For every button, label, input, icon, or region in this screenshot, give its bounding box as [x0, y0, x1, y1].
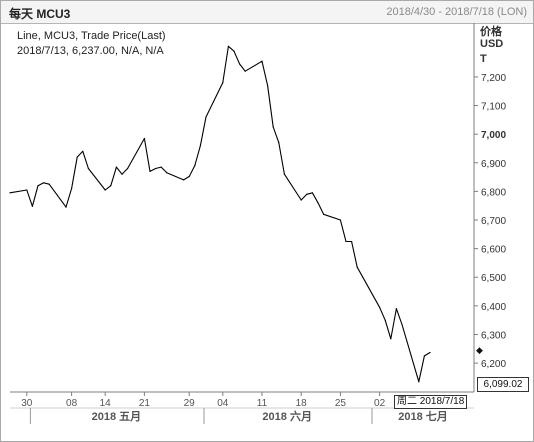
x-tick-label: 08 — [66, 398, 78, 409]
price-point — [356, 266, 358, 268]
price-point — [323, 213, 325, 215]
price-point — [121, 173, 123, 175]
price-point — [418, 381, 420, 383]
price-point — [423, 355, 425, 357]
month-label: 2018 五月 — [92, 410, 142, 423]
y-tick-label: 6,500 — [481, 273, 506, 284]
x-tick-label: 21 — [139, 398, 151, 409]
price-point — [65, 206, 67, 208]
y-tick-label: 7,100 — [481, 102, 506, 113]
price-point — [311, 192, 313, 194]
price-point — [222, 82, 224, 84]
price-point — [37, 185, 39, 187]
price-point — [194, 165, 196, 167]
price-point — [379, 306, 381, 308]
price-point — [261, 60, 263, 62]
title-bar: 每天 MCU3 2018/4/30 - 2018/7/18 (LON) — [1, 1, 533, 24]
price-point — [115, 166, 117, 168]
price-point — [267, 84, 269, 87]
price-point — [283, 173, 285, 175]
price-point — [48, 183, 50, 185]
chart-title: 每天 MCU3 — [9, 7, 71, 21]
price-point — [401, 323, 403, 326]
legend-values: 2018/7/13, 6,237.00, N/A, N/A — [17, 45, 164, 57]
price-point — [300, 199, 302, 201]
x-tick-label: 14 — [100, 398, 112, 409]
price-point — [155, 167, 157, 170]
month-label: 2018 六月 — [262, 409, 312, 423]
legend-series: Line, MCU3, Trade Price(Last) — [17, 30, 166, 42]
price-point — [317, 202, 319, 204]
y-tick-label: 7,200 — [481, 73, 506, 84]
price-point — [76, 156, 78, 158]
month-label: 2018 七月 — [398, 409, 448, 423]
price-point — [110, 185, 112, 187]
last-value-marker-icon: ◆ — [476, 345, 483, 355]
price-point — [87, 167, 89, 170]
y-tick-label: 6,800 — [481, 187, 506, 198]
axis-unit-price: 价格 — [480, 26, 502, 38]
axis-unit-currency: USD — [480, 38, 504, 50]
price-point — [390, 338, 392, 340]
y-tick-label: 7,000 — [481, 130, 506, 141]
price-point — [188, 175, 190, 178]
x-tick-label: 30 — [21, 398, 33, 409]
price-point — [278, 142, 280, 144]
price-point — [43, 182, 45, 184]
x-tick-label: 04 — [217, 398, 229, 409]
price-point — [71, 187, 73, 190]
price-point — [227, 45, 229, 47]
price-point — [362, 276, 364, 278]
price-point — [239, 63, 241, 65]
price-point — [395, 308, 397, 310]
last-value-label: 6,099.02 — [477, 377, 529, 392]
price-point — [9, 192, 11, 194]
price-point — [199, 145, 201, 147]
price-point — [183, 179, 185, 181]
price-point — [26, 189, 28, 191]
y-tick-label: 6,300 — [481, 330, 506, 341]
price-series-line — [9, 45, 431, 383]
y-tick-label: 6,200 — [481, 359, 506, 370]
x-tick-label: 11 — [257, 398, 268, 409]
price-point — [160, 166, 162, 168]
price-point — [166, 172, 168, 174]
y-tick-label: 6,900 — [481, 159, 506, 170]
price-point — [127, 167, 129, 170]
y-tick-label: 6,700 — [481, 216, 506, 227]
price-point — [104, 189, 106, 191]
price-point — [149, 170, 151, 172]
price-point — [339, 219, 341, 221]
cursor-date-label: 周二 2018/7/18 — [394, 395, 468, 409]
x-tick-label: 02 — [374, 398, 386, 409]
price-point — [384, 319, 386, 321]
price-point — [205, 116, 207, 118]
price-point — [82, 150, 84, 152]
price-point — [244, 70, 246, 72]
price-point — [351, 240, 353, 243]
x-tick-label: 29 — [184, 398, 196, 409]
price-point — [429, 351, 431, 354]
price-point — [143, 137, 145, 140]
x-tick-label: 25 — [335, 398, 347, 409]
price-point — [306, 193, 308, 195]
price-point — [233, 50, 235, 52]
price-point — [345, 240, 347, 243]
y-tick-label: 6,600 — [481, 245, 506, 256]
y-tick-label: 6,400 — [481, 302, 506, 313]
x-tick-label: 18 — [296, 398, 308, 409]
axis-unit-ton: T — [480, 53, 487, 65]
date-range[interactable]: 2018/4/30 - 2018/7/18 (LON) — [386, 6, 527, 18]
price-point — [31, 205, 33, 207]
price-point — [272, 126, 274, 128]
